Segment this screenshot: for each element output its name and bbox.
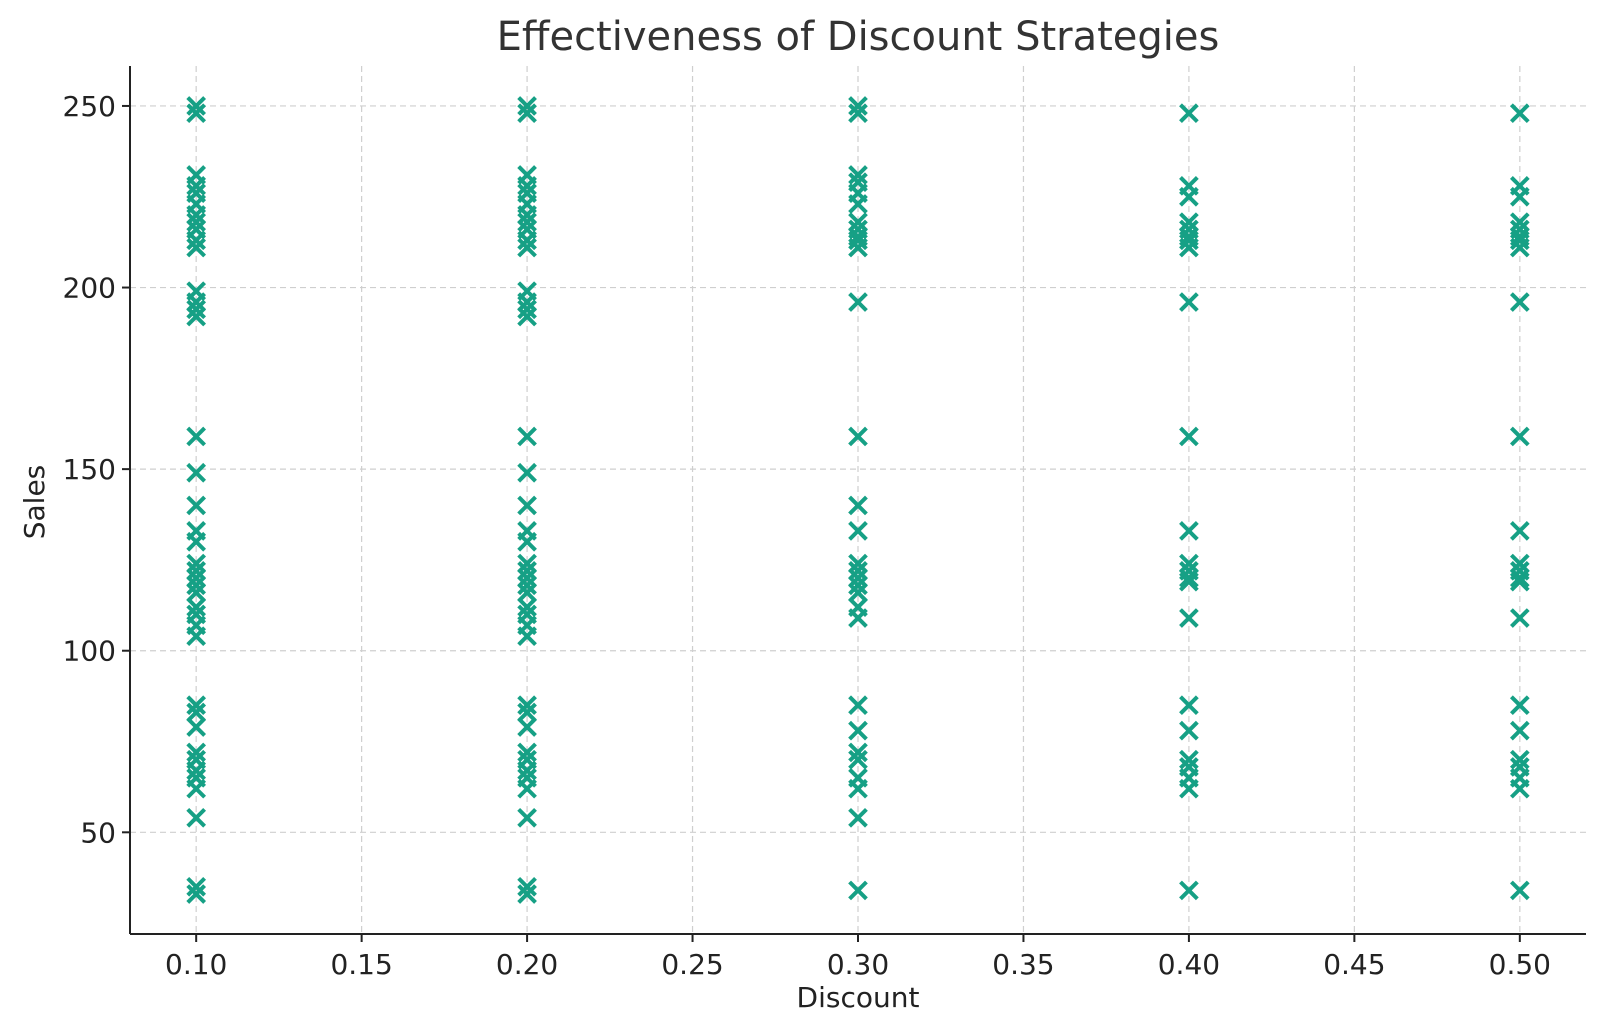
data-point [186, 237, 207, 258]
data-point [1509, 778, 1530, 799]
data-point [186, 426, 207, 447]
data-point [848, 880, 868, 901]
x-axis-label: Discount [797, 981, 920, 1014]
data-point [1509, 103, 1530, 124]
y-tick-label: 250 [63, 90, 116, 123]
data-point [1179, 778, 1199, 799]
data-point [1179, 880, 1199, 901]
x-ticks: 0.10 0.15 0.20 0.25 0.30 0.35 0.40 0.45 0.50 [165, 934, 1551, 981]
data-point [186, 884, 207, 904]
data-point [1509, 695, 1530, 716]
data-point [1179, 426, 1199, 447]
x-tick-label: 0.10 [165, 948, 227, 981]
data-point [186, 103, 207, 124]
data-point [517, 495, 537, 516]
data-point [848, 103, 868, 124]
data-point [186, 626, 207, 647]
data-point [186, 462, 207, 483]
y-ticks: 50 100 150 200 250 [63, 90, 130, 849]
data-point [1509, 571, 1530, 592]
data-point [186, 702, 207, 723]
x-tick-label: 0.50 [1489, 948, 1551, 981]
data-point [1179, 608, 1199, 628]
x-tick-label: 0.25 [661, 948, 723, 981]
data-point [848, 807, 868, 828]
data-point [517, 807, 537, 828]
data-point [186, 495, 207, 516]
x-tick-label: 0.45 [1323, 948, 1385, 981]
data-point [1509, 880, 1530, 901]
data-point [848, 426, 868, 447]
data-point [1179, 521, 1199, 541]
data-point [186, 807, 207, 828]
data-point [848, 582, 868, 603]
data-point [517, 717, 537, 737]
data-point [1509, 608, 1530, 628]
data-points [186, 96, 1530, 904]
data-point [1179, 186, 1199, 207]
data-point [848, 720, 868, 741]
data-point [1509, 720, 1530, 741]
data-point [1509, 568, 1530, 588]
x-tick-label: 0.15 [330, 948, 392, 981]
data-point [1509, 521, 1530, 541]
data-point [186, 778, 207, 799]
x-tick-label: 0.40 [1158, 948, 1220, 981]
data-point [517, 702, 537, 723]
data-point [517, 237, 537, 258]
data-point [186, 306, 207, 327]
data-point [1179, 571, 1199, 592]
data-point [1509, 292, 1530, 312]
data-point [1509, 237, 1530, 258]
data-point [1179, 568, 1199, 588]
data-point [517, 426, 537, 447]
data-point [1179, 103, 1199, 124]
data-point [1509, 186, 1530, 207]
y-tick-label: 150 [63, 453, 116, 486]
data-point [517, 884, 537, 904]
data-point [1509, 426, 1530, 447]
data-point [186, 717, 207, 737]
data-point [848, 749, 868, 770]
data-point [848, 695, 868, 716]
data-point [186, 531, 207, 552]
chart-title: Effectiveness of Discount Strategies [497, 14, 1220, 60]
x-tick-label: 0.35 [992, 948, 1054, 981]
data-point [517, 462, 537, 483]
data-point [517, 531, 537, 552]
data-point [517, 626, 537, 647]
data-point [517, 103, 537, 124]
x-tick-label: 0.30 [827, 948, 889, 981]
data-point [186, 582, 207, 603]
data-point [848, 608, 868, 628]
y-tick-label: 50 [80, 816, 116, 849]
x-tick-label: 0.20 [496, 948, 558, 981]
data-point [848, 521, 868, 541]
data-point [1179, 237, 1199, 258]
y-tick-label: 100 [63, 635, 116, 668]
data-point [517, 306, 537, 327]
data-point [848, 237, 868, 258]
grid [130, 66, 1586, 934]
data-point [517, 582, 537, 603]
data-point [1179, 292, 1199, 312]
data-point [848, 778, 868, 799]
data-point [848, 292, 868, 312]
data-point [848, 194, 868, 214]
data-point [848, 495, 868, 516]
data-point [1179, 695, 1199, 716]
y-axis-label: Sales [18, 465, 51, 540]
y-tick-label: 200 [63, 272, 116, 305]
data-point [517, 778, 537, 799]
data-point [1179, 720, 1199, 741]
